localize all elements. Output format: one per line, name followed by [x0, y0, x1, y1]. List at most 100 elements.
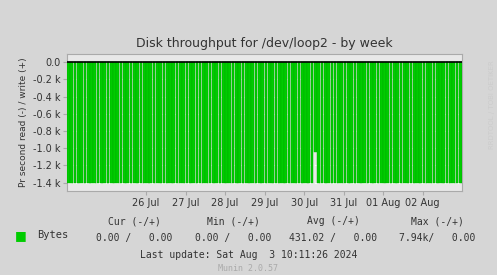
Text: Munin 2.0.57: Munin 2.0.57 [219, 265, 278, 273]
Bar [71, 62, 73, 183]
Bar [229, 62, 231, 183]
Text: Min (-/+): Min (-/+) [207, 216, 260, 226]
Bar [406, 62, 409, 183]
Bar [278, 62, 280, 183]
Bar [308, 62, 310, 183]
Bar [185, 62, 188, 183]
Bar [179, 62, 182, 183]
Text: Cur (-/+): Cur (-/+) [108, 216, 161, 226]
Bar [258, 62, 261, 183]
Bar [255, 62, 257, 183]
Bar [133, 62, 136, 183]
Bar [416, 62, 419, 183]
Bar [248, 62, 251, 183]
Text: 0.00 /   0.00: 0.00 / 0.00 [96, 233, 172, 243]
Text: Avg (-/+): Avg (-/+) [307, 216, 359, 226]
Bar [80, 62, 83, 183]
Bar [182, 62, 185, 183]
Bar [238, 62, 241, 183]
Text: 7.94k/   0.00: 7.94k/ 0.00 [399, 233, 476, 243]
Bar [123, 62, 126, 183]
Bar [93, 62, 96, 183]
Text: Last update: Sat Aug  3 10:11:26 2024: Last update: Sat Aug 3 10:11:26 2024 [140, 250, 357, 260]
Bar [387, 62, 389, 183]
Bar [400, 62, 403, 183]
Bar [140, 62, 142, 183]
Bar [442, 62, 445, 183]
Bar [413, 62, 415, 183]
Bar [377, 62, 379, 183]
Text: 0.00 /   0.00: 0.00 / 0.00 [195, 233, 272, 243]
Bar [136, 62, 139, 183]
Bar [357, 62, 359, 183]
Bar [446, 62, 448, 183]
Bar [116, 62, 119, 183]
Y-axis label: Pr second read (-) / write (+): Pr second read (-) / write (+) [19, 57, 28, 187]
Bar [304, 62, 307, 183]
Bar [380, 62, 383, 183]
Bar [212, 62, 215, 183]
Bar [90, 62, 93, 183]
Bar [268, 62, 271, 183]
Bar [403, 62, 406, 183]
Bar [419, 62, 422, 183]
Bar [390, 62, 393, 183]
Bar [459, 62, 462, 183]
Bar [317, 62, 320, 183]
Bar [439, 62, 442, 183]
Bar [205, 62, 208, 183]
Bar [291, 62, 294, 183]
Bar [222, 62, 225, 183]
Bar [150, 62, 152, 183]
Bar [156, 62, 159, 183]
Bar [172, 62, 175, 183]
Bar [281, 62, 284, 183]
Bar [334, 62, 336, 183]
Bar [202, 62, 205, 183]
Bar [97, 62, 99, 183]
Bar [219, 62, 221, 183]
Bar [393, 62, 396, 183]
Bar [298, 62, 300, 183]
Bar [327, 62, 330, 183]
Bar [274, 62, 277, 183]
Text: RRDTOOL / TOBI OETIKER: RRDTOOL / TOBI OETIKER [489, 60, 495, 149]
Bar [235, 62, 238, 183]
Bar [163, 62, 166, 183]
Bar [120, 62, 122, 183]
Bar [301, 62, 304, 183]
Bar [166, 62, 168, 183]
Bar [410, 62, 412, 183]
Bar [83, 62, 86, 183]
Text: Max (-/+): Max (-/+) [411, 216, 464, 226]
Bar [284, 62, 287, 183]
Bar [130, 62, 132, 183]
Bar [429, 62, 432, 183]
Bar [264, 62, 267, 183]
Bar [363, 62, 366, 183]
Bar [456, 62, 458, 183]
Bar [110, 62, 113, 183]
Bar [331, 62, 333, 183]
Bar [169, 62, 172, 183]
Bar [209, 62, 211, 183]
Bar [74, 62, 77, 183]
Bar [87, 62, 89, 183]
Text: Bytes: Bytes [37, 230, 69, 240]
Bar [344, 62, 346, 183]
Bar [271, 62, 274, 183]
Bar [311, 62, 314, 183]
Bar [215, 62, 218, 183]
Bar [232, 62, 235, 183]
Bar [360, 62, 363, 183]
Bar [199, 62, 201, 183]
Bar [113, 62, 116, 183]
Bar [106, 62, 109, 183]
Bar [195, 62, 198, 183]
Bar [324, 62, 327, 183]
Bar [353, 62, 356, 183]
Title: Disk throughput for /dev/loop2 - by week: Disk throughput for /dev/loop2 - by week [136, 37, 393, 50]
Bar [449, 62, 452, 183]
Bar [67, 62, 70, 183]
Bar [288, 62, 290, 183]
